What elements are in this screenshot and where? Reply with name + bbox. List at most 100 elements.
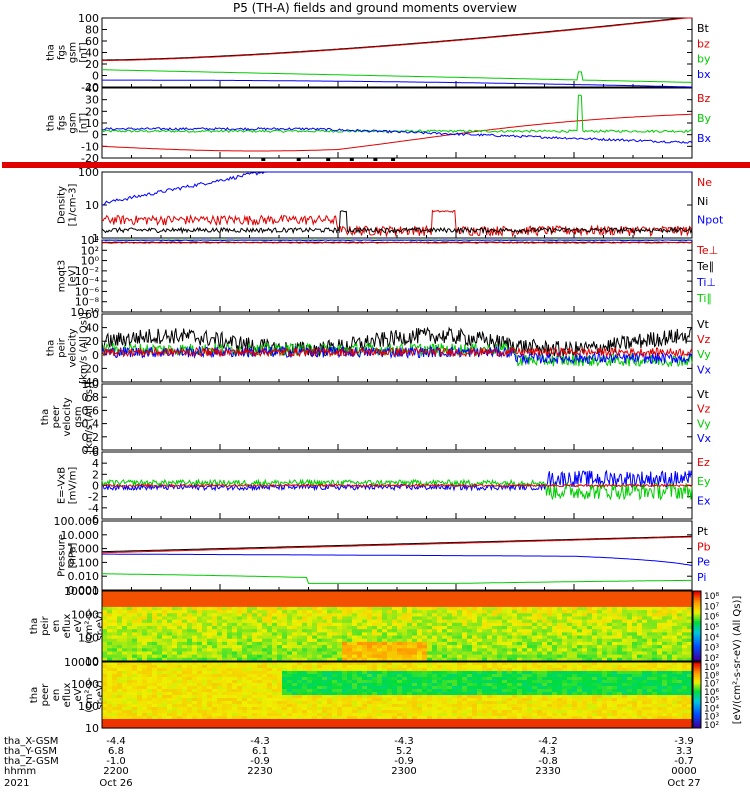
spectrogram-cell (242, 692, 248, 696)
spectrogram-cell (172, 722, 178, 726)
spectrogram-cell (377, 606, 383, 611)
spectrogram-cell (622, 638, 628, 643)
spectrogram-cell (307, 610, 313, 614)
spectrogram-cell (137, 668, 143, 672)
spectrogram-cell (217, 651, 223, 656)
spectrogram-cell (122, 689, 128, 693)
spectrogram-cell (432, 638, 438, 643)
spectrogram-cell (252, 591, 258, 595)
spectrogram-cell (127, 662, 133, 666)
spectrogram-cell (497, 686, 503, 690)
spectrogram-cell (332, 701, 338, 705)
spectrogram-cell (212, 622, 218, 627)
spectrogram-cell (592, 619, 598, 624)
spectrogram-cell (422, 657, 428, 662)
spectrogram-cell (487, 651, 493, 656)
spectrogram-cell (297, 657, 303, 662)
spectrogram-cell (457, 719, 463, 723)
spectrogram-cell (667, 645, 673, 649)
spectrogram-cell (257, 597, 263, 602)
spectrogram-cell (337, 654, 343, 659)
spectrogram-cell (612, 632, 618, 637)
spectrogram-cell (337, 629, 343, 633)
spectrogram-cell (452, 645, 458, 649)
spectrogram-cell (177, 600, 183, 605)
spectrogram-cell (437, 603, 443, 608)
spectrogram-cell (207, 689, 213, 693)
spectrogram-cell (137, 651, 143, 656)
spectrogram-cell (332, 638, 338, 643)
spectrogram-cell (297, 701, 303, 705)
spectrogram-cell (172, 674, 178, 678)
spectrogram-cell (197, 677, 203, 681)
spectrogram-cell (337, 594, 343, 598)
spectrogram-cell (277, 648, 283, 653)
spectrogram-cell (447, 722, 453, 726)
spectrogram-cell (332, 632, 338, 637)
spectrogram-cell (112, 606, 118, 611)
spectrogram-cell (517, 632, 523, 637)
spectrogram-cell (382, 622, 388, 627)
spectrogram-cell (127, 619, 133, 624)
series-Te-perp (101, 241, 693, 244)
spectrogram-cell (222, 695, 228, 699)
spectrogram-cell (472, 610, 478, 614)
spectrogram-cell (122, 635, 128, 640)
spectrogram-cell (437, 668, 443, 672)
spectrogram-cell (632, 622, 638, 627)
spectrogram-cell (177, 591, 183, 595)
spectrogram-cell (287, 668, 293, 672)
spectrogram-cell (592, 626, 598, 630)
spectrogram-cell (617, 657, 623, 662)
spectrogram-cell (387, 610, 393, 614)
spectrogram-cell (432, 683, 438, 687)
spectrogram-cell (482, 716, 488, 720)
spectrogram-cell (472, 632, 478, 637)
spectrogram-cell (632, 591, 638, 595)
spectrogram-cell (582, 626, 588, 630)
spectrogram-cell (212, 638, 218, 643)
spectrogram-cell (507, 677, 513, 681)
spectrogram-cell (202, 698, 208, 702)
series-Ti-perp (102, 239, 693, 242)
spectrogram-cell (357, 722, 363, 726)
spectrogram-cell (217, 619, 223, 624)
spectrogram-cell (607, 613, 613, 618)
spectrogram-cell (327, 695, 333, 699)
spectrogram-cell (412, 645, 418, 649)
spectrogram-cell (612, 603, 618, 608)
spectrogram-cell (482, 616, 488, 621)
spectrogram-cell (492, 651, 498, 656)
spectrogram-cell (347, 662, 353, 666)
spectrogram-cell (267, 616, 273, 621)
spectrogram-cell (177, 603, 183, 608)
spectrogram-cell (217, 692, 223, 696)
spectrogram-cell (162, 725, 168, 729)
spectrogram-cell (152, 606, 158, 611)
spectrogram-cell (242, 613, 248, 618)
spectrogram-cell (402, 662, 408, 666)
spectrogram-cell (377, 600, 383, 605)
spectrogram-cell (177, 645, 183, 649)
spectrogram-cell (217, 716, 223, 720)
spectrogram-cell (637, 626, 643, 630)
spectrogram-cell (392, 651, 398, 656)
spectrogram-cell (157, 701, 163, 705)
spectrogram-cell (497, 665, 503, 669)
spectrogram-cell (347, 704, 353, 708)
spectrogram-cell (482, 613, 488, 618)
y-tick-label: 2 (92, 468, 99, 481)
spectrogram-cell (322, 603, 328, 608)
spectrogram-cell (512, 626, 518, 630)
spectrogram-cell (642, 594, 648, 598)
spectrogram-cell (582, 597, 588, 602)
spectrogram-cell (382, 695, 388, 699)
spectrogram-cell (297, 680, 303, 684)
spectrogram-cell (497, 680, 503, 684)
spectrogram-cell (447, 710, 453, 714)
spectrogram-cell (367, 692, 373, 696)
spectrogram-cell (472, 619, 478, 624)
spectrogram-cell (372, 603, 378, 608)
spectrogram-cell (277, 626, 283, 630)
spectrogram-cell (587, 657, 593, 662)
